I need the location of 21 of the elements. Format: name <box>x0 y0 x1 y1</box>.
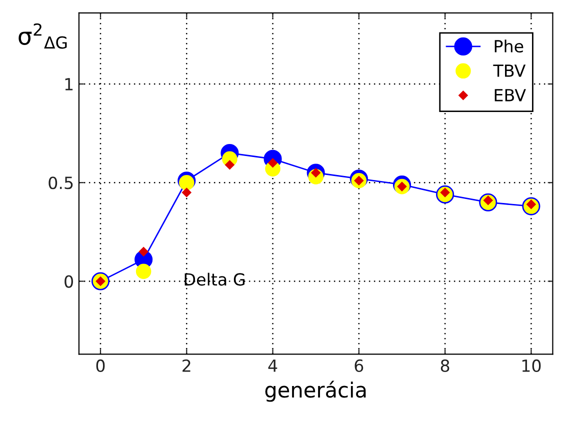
legend-label: TBV <box>493 64 526 77</box>
point <box>225 160 234 170</box>
x-tick-label: 6 <box>354 359 364 372</box>
point <box>268 158 278 168</box>
x-tick-label: 8 <box>440 359 450 372</box>
x-tick-label: 10 <box>522 359 541 372</box>
y-tick-label: 0 <box>64 275 73 288</box>
point <box>182 188 192 198</box>
y-axis-title: σ$^{2}$$_{ΔG}$ <box>18 23 67 49</box>
legend-label: Phe <box>494 40 524 53</box>
y-tick-label: 1 <box>65 78 73 90</box>
x-tick-label: 0 <box>96 359 105 372</box>
annotation: Delta G <box>184 272 244 286</box>
point <box>138 247 148 256</box>
x-tick-label: 4 <box>268 360 278 372</box>
x-axis-title: generácia <box>265 380 366 402</box>
point <box>136 264 152 280</box>
y-tick-label: 0.5 <box>48 176 73 190</box>
point <box>178 174 194 190</box>
legend-label: EBV <box>494 89 526 102</box>
x-tick-label: 2 <box>182 359 190 372</box>
